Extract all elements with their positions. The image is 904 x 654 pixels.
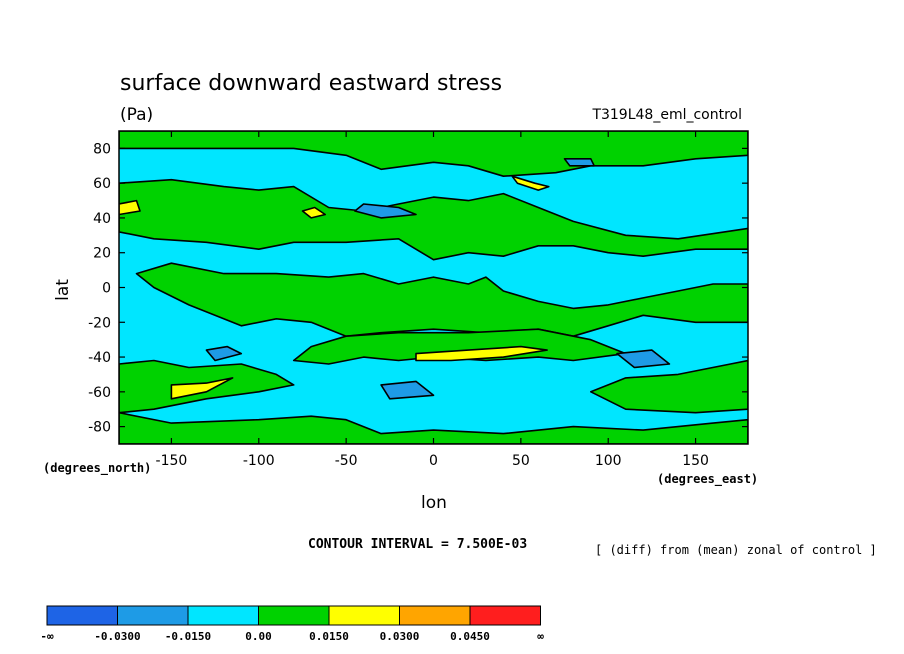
legend-swatch: [258, 605, 330, 626]
contour-region: [119, 411, 748, 444]
contour-region: [563, 158, 596, 167]
legend-label: 0.0450: [450, 630, 490, 643]
contour-region: [135, 262, 748, 338]
y-tick-label: -80: [88, 420, 111, 436]
contour-region: [119, 199, 141, 216]
legend-label: 0.00: [245, 630, 272, 643]
color-legend: -∞ -0.0300 -0.0150 0.00 0.0150 0.0300 0.0450 ∞: [40, 605, 544, 643]
y-tick-label: -20: [88, 315, 111, 331]
contour-region: [292, 328, 627, 365]
experiment-label: T319L48_eml_control: [591, 107, 742, 123]
x-tick-label: 100: [595, 453, 622, 469]
x-axis-label: lon: [421, 493, 447, 513]
annotation-label: [ (diff) from (mean) zonal of control ]: [595, 543, 877, 557]
legend-swatch: [187, 605, 259, 626]
x-axis-units: (degrees_east): [657, 472, 758, 487]
legend-swatch: [399, 605, 471, 626]
contour-interval-label: CONTOUR INTERVAL = 7.500E-03: [308, 537, 527, 552]
x-axis: -150 -100 -50 0 50 100 150: [156, 131, 709, 469]
contour-fill-layer: [119, 131, 748, 444]
chart-units: (Pa): [120, 105, 153, 125]
legend-label: -0.0300: [94, 630, 140, 643]
y-tick-label: 80: [93, 141, 111, 157]
contour-region: [205, 345, 243, 362]
x-tick-label: 0: [429, 453, 438, 469]
legend-label: -∞: [40, 630, 54, 643]
contour-region: [354, 203, 417, 219]
y-tick-label: -60: [88, 385, 111, 401]
contour-region: [511, 175, 550, 191]
legend-swatch: [328, 605, 400, 626]
chart-title: surface downward eastward stress: [120, 71, 502, 96]
legend-label: ∞: [537, 630, 544, 643]
x-tick-label: -50: [335, 453, 358, 469]
x-tick-label: 50: [512, 453, 530, 469]
legend-label: -0.0150: [165, 630, 211, 643]
contour-region: [415, 345, 548, 362]
contour-region: [119, 178, 748, 261]
contour-region: [170, 377, 234, 400]
x-tick-label: -150: [156, 453, 188, 469]
x-tick-label: 150: [682, 453, 709, 469]
legend-label: 0.0150: [309, 630, 349, 643]
legend-swatch: [469, 605, 541, 626]
y-tick-label: 0: [102, 281, 111, 297]
legend-swatch: [117, 605, 189, 626]
legend-swatch: [46, 605, 118, 626]
contour-region: [616, 349, 671, 369]
contour-region: [380, 380, 435, 400]
x-tick-label: -100: [243, 453, 275, 469]
y-axis: 80 60 40 20 0 -20 -40 -60 -80: [88, 141, 748, 436]
contour-region: [301, 206, 327, 219]
y-tick-label: -40: [88, 350, 111, 366]
y-axis-units: (degrees_north): [43, 461, 151, 476]
y-tick-label: 20: [93, 246, 111, 262]
y-tick-label: 40: [93, 211, 111, 227]
contour-region: [589, 359, 748, 414]
y-axis-label: lat: [53, 279, 73, 301]
y-tick-label: 60: [93, 176, 111, 192]
legend-label: 0.0300: [380, 630, 420, 643]
